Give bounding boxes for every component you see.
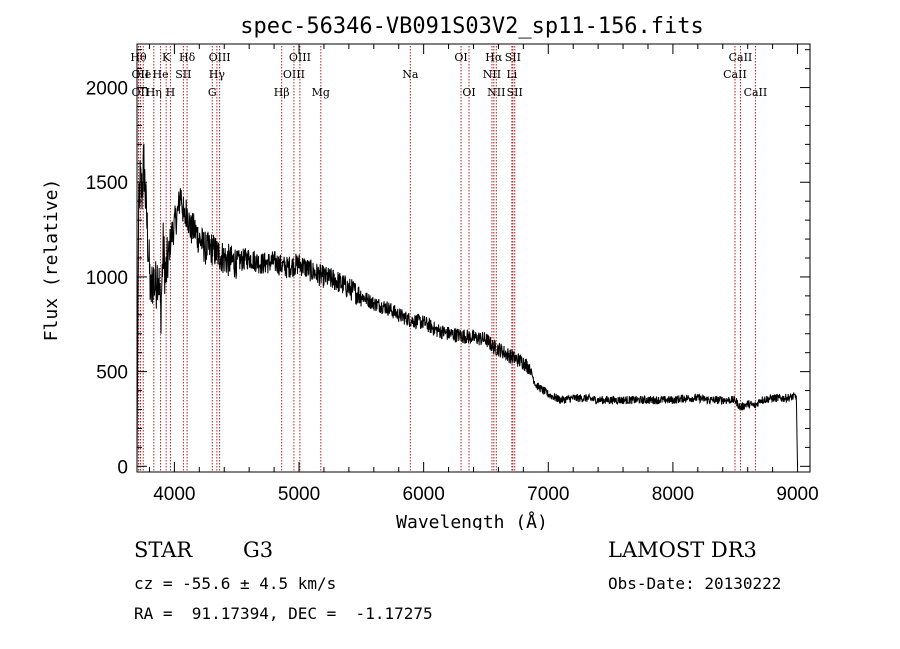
spectral-line-label-8: SII xyxy=(175,68,191,81)
spectral-line-label-2: OII xyxy=(132,86,150,99)
y-tick-label-1500: 1500 xyxy=(86,173,128,194)
x-tick-label-8000: 8000 xyxy=(652,484,694,505)
spectral-line-label-6: K xyxy=(162,51,171,64)
x-tick-label-9000: 9000 xyxy=(776,484,818,505)
y-tick-label-500: 500 xyxy=(96,363,128,384)
spectral-line-label-17: Na xyxy=(402,68,419,81)
coordinates: RA = 91.17394, DEC = -1.17275 xyxy=(134,604,433,623)
spectral-line-label-7: H xyxy=(166,86,176,99)
spectral-line-label-24: SII xyxy=(505,51,521,64)
spectral-line-label-28: CaII xyxy=(744,86,768,99)
y-tick-label-2000: 2000 xyxy=(86,79,128,100)
spectral-line-label-18: OI xyxy=(454,51,467,64)
y-axis-label: Flux (relative) xyxy=(41,179,62,342)
spectral-line-label-1: OII xyxy=(132,68,150,81)
spectral-line-label-14: OIII xyxy=(283,68,305,81)
x-axis-label: Wavelength (Å) xyxy=(396,511,548,530)
x-tick-label-5000: 5000 xyxy=(278,484,320,505)
spectral-line-label-13: Hβ xyxy=(274,86,290,99)
survey-name: LAMOST DR3 xyxy=(608,538,757,562)
y-tick-label-0: 0 xyxy=(117,457,128,478)
spectral-line-label-25: SII xyxy=(507,86,523,99)
x-tick-label-4000: 4000 xyxy=(153,484,195,505)
spectral-line-label-9: Hδ xyxy=(179,51,196,64)
spectral-line-labels: HθOIIOIIHeHηHeKHSIIHδGHγOIIIHβOIIIOIIIMg… xyxy=(130,51,767,99)
spectrum-chart: spec-56346-VB091S03V2_sp11-156.fits Hθ OI… xyxy=(41,14,819,530)
object-subclass: G3 xyxy=(243,538,274,562)
y-tick-label-1000: 1000 xyxy=(86,268,128,289)
spectral-line-label-26: CaII xyxy=(723,68,747,81)
spectral-line-label-12: OIII xyxy=(209,51,231,64)
x-tick-label-7000: 7000 xyxy=(527,484,569,505)
spectral-line-label-3: He xyxy=(135,68,151,81)
object-class: STAR xyxy=(134,538,193,562)
spectrum-layer xyxy=(136,143,798,467)
chart-title: spec-56346-VB091S03V2_sp11-156.fits xyxy=(240,14,704,39)
obs-date: Obs-Date: 20130222 xyxy=(608,574,782,593)
spectral-line-label-4: Hη xyxy=(146,86,162,99)
spectrum-line xyxy=(136,143,798,467)
spectral-line-label-5: He xyxy=(153,68,169,81)
spectral-line-label-20: NII xyxy=(483,68,501,81)
spectral-line-label-23: Li xyxy=(506,68,517,81)
spectral-line-label-21: Hα xyxy=(485,51,503,64)
spectral-line-label-11: Hγ xyxy=(209,68,226,81)
spectral-line-label-22: NII xyxy=(487,86,505,99)
redshift-text: cz = -55.6 ± 4.5 km/s xyxy=(134,574,337,593)
spectral-line-label-19: OI xyxy=(462,86,475,99)
x-tick-label-6000: 6000 xyxy=(403,484,445,505)
spectral-line-label-27: CaII xyxy=(729,51,753,64)
spectral-line-label-15: OIII xyxy=(289,51,311,64)
axis-ticks: 4000 5000 6000 7000 8000 9000 0 500 1000 1500 2000 xyxy=(86,44,819,505)
spectral-line-label-10: G xyxy=(208,86,217,99)
spectral-line-label-16: Mg xyxy=(312,86,330,99)
plot-frame xyxy=(136,43,811,473)
spectral-line-label-0: Hθ xyxy=(130,51,147,64)
